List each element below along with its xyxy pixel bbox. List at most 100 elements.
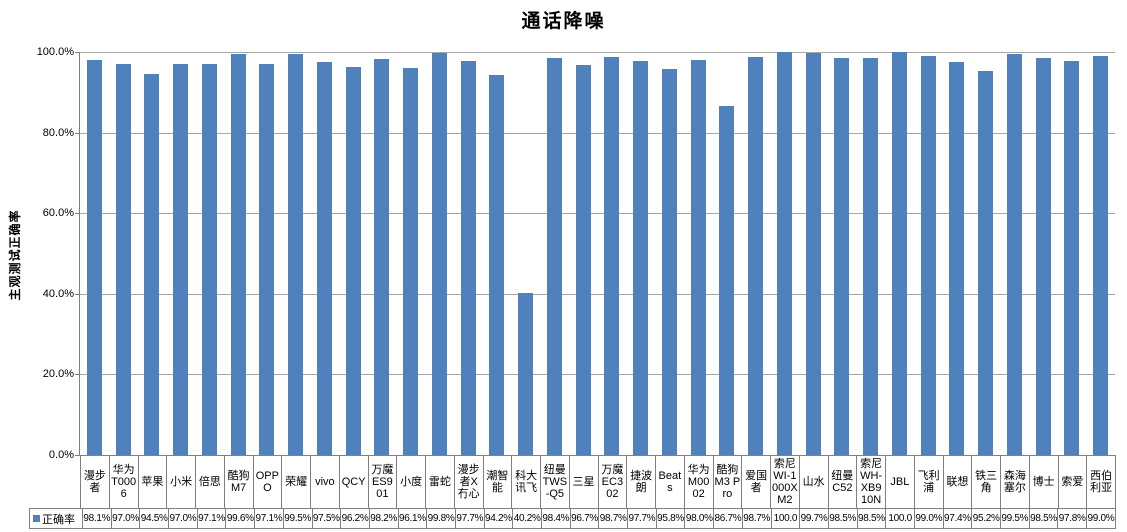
value-cell: 94.2%: [483, 509, 513, 528]
gridline: [80, 52, 1115, 53]
category-label-cell: 纽曼C52: [827, 456, 857, 508]
category-label-cell: 万魔ES901: [367, 456, 397, 508]
category-label-cell: 华为T0006: [108, 456, 138, 508]
y-tick-label: 80.0%: [42, 126, 74, 139]
value-cell: 99.5%: [1000, 509, 1029, 528]
value-cell: 100.0: [885, 509, 914, 528]
bar-雷蛇: [431, 52, 447, 455]
category-label-cell: 联想: [942, 456, 972, 508]
bar-铁三角: [978, 71, 994, 455]
bar-三星: [575, 65, 591, 455]
y-tick-label: 40.0%: [42, 287, 74, 300]
legend-swatch-icon: [33, 515, 40, 522]
value-cell: 95.8%: [655, 509, 685, 528]
category-label-cell: 酷狗M7: [223, 456, 253, 508]
bar-飞利浦: [920, 56, 936, 455]
value-cell: 99.0%: [913, 509, 943, 528]
category-label-cell: 森海塞尔: [1000, 456, 1029, 508]
y-tick-label: 20.0%: [42, 368, 74, 381]
category-label-cell: OPPO: [252, 456, 282, 508]
bar-博士: [1035, 58, 1051, 455]
bar-倍思: [201, 63, 217, 455]
legend-label: 正确率: [42, 513, 75, 526]
value-cell: 98.0%: [684, 509, 713, 528]
category-label-row: 漫步者 华为T0006 苹果 小米 倍思 酷狗M7 OPPO 荣耀 vivo QCY 万魔ES901…: [80, 456, 1116, 508]
bar-OPPO: [259, 63, 275, 455]
bar-联想: [949, 62, 965, 455]
y-tick-mark: [75, 455, 79, 456]
category-label-cell: 西伯利亚: [1086, 456, 1115, 508]
value-cell: 97.1%: [196, 509, 226, 528]
category-label-cell: 苹果: [137, 456, 167, 508]
legend-cell: 正确率: [30, 509, 82, 528]
y-tick-mark: [75, 132, 79, 134]
bar-万魔EC302: [604, 57, 620, 455]
category-label-cell: 倍思: [195, 456, 224, 508]
bar-万魔ES901: [374, 59, 390, 455]
category-label-cell: 科大讯飞: [511, 456, 540, 508]
category-label-cell: 漫步者X冇心: [453, 456, 483, 508]
category-label-cell: 酷狗M3 Pro: [712, 456, 742, 508]
bar-潮智能: [489, 75, 505, 455]
value-cell: 96.7%: [569, 509, 599, 528]
value-cell: 99.8%: [426, 509, 455, 528]
bar-QCY: [345, 67, 361, 455]
category-label-cell: 铁三角: [971, 456, 1000, 508]
category-label-cell: 小米: [166, 456, 195, 508]
bar-索尼WH-XB910N: [863, 58, 879, 455]
value-cell: 98.4%: [541, 509, 570, 528]
category-label-cell: 小度: [396, 456, 425, 508]
value-cell: 98.1%: [82, 509, 111, 528]
bar-小米: [173, 64, 189, 455]
category-label-cell: Beats: [655, 456, 684, 508]
category-label-cell: 纽曼TWS-Q5: [540, 456, 569, 508]
category-label-cell: vivo: [310, 456, 339, 508]
x-axis-line: [80, 455, 1116, 456]
bar-华为T0006: [115, 64, 131, 455]
category-label-cell: 万魔EC302: [597, 456, 627, 508]
value-cell: 99.5%: [282, 509, 312, 528]
value-cell: 95.2%: [971, 509, 1000, 528]
category-label-cell: 索爱: [1057, 456, 1087, 508]
y-axis-title: 主观测试正确率: [8, 209, 22, 301]
value-cell: 97.0%: [110, 509, 140, 528]
bar-Beats: [661, 68, 677, 455]
bar-索爱: [1064, 60, 1080, 455]
category-label-cell: 爱国者: [741, 456, 770, 508]
bar-漫步者X冇心: [460, 61, 476, 455]
bar-苹果: [144, 74, 160, 455]
bar-索尼WI-1000XM2: [776, 52, 792, 455]
bar-华为M0002: [690, 60, 706, 455]
bar-荣耀: [288, 54, 304, 455]
bar-西伯利亚: [1093, 56, 1109, 455]
category-label-cell: QCY: [338, 456, 368, 508]
bar-森海塞尔: [1006, 54, 1022, 455]
bar-酷狗M3 Pro: [719, 105, 735, 455]
category-label-cell: 华为M0002: [683, 456, 713, 508]
bar-捷波朗: [633, 61, 649, 455]
value-cell: 97.4%: [942, 509, 972, 528]
value-cell: 99.0%: [1086, 509, 1115, 528]
bar-科大讯飞: [518, 292, 534, 455]
gridline: [80, 374, 1115, 376]
category-label-cell: 潮智能: [482, 456, 512, 508]
category-label-cell: 漫步者: [80, 456, 109, 508]
value-cell: 98.5%: [856, 509, 886, 528]
bar-纽曼C52: [834, 58, 850, 455]
bar-vivo: [316, 62, 332, 455]
bar-小度: [403, 67, 419, 455]
value-cell: 97.1%: [254, 509, 283, 528]
value-cell: 97.5%: [311, 509, 341, 528]
y-tick-mark: [75, 374, 79, 376]
value-cell: 97.7%: [627, 509, 656, 528]
bar-纽曼TWS-Q5: [546, 58, 562, 455]
gridline: [80, 213, 1115, 215]
value-cell: 96.2%: [340, 509, 369, 528]
value-cell: 96.1%: [397, 509, 427, 528]
bar-山水: [805, 53, 821, 455]
category-label-cell: 索尼WI-1000XM2: [770, 456, 799, 508]
value-cell: 98.5%: [1028, 509, 1058, 528]
value-cell: 98.7%: [741, 509, 771, 528]
value-cell: 98.7%: [598, 509, 627, 528]
